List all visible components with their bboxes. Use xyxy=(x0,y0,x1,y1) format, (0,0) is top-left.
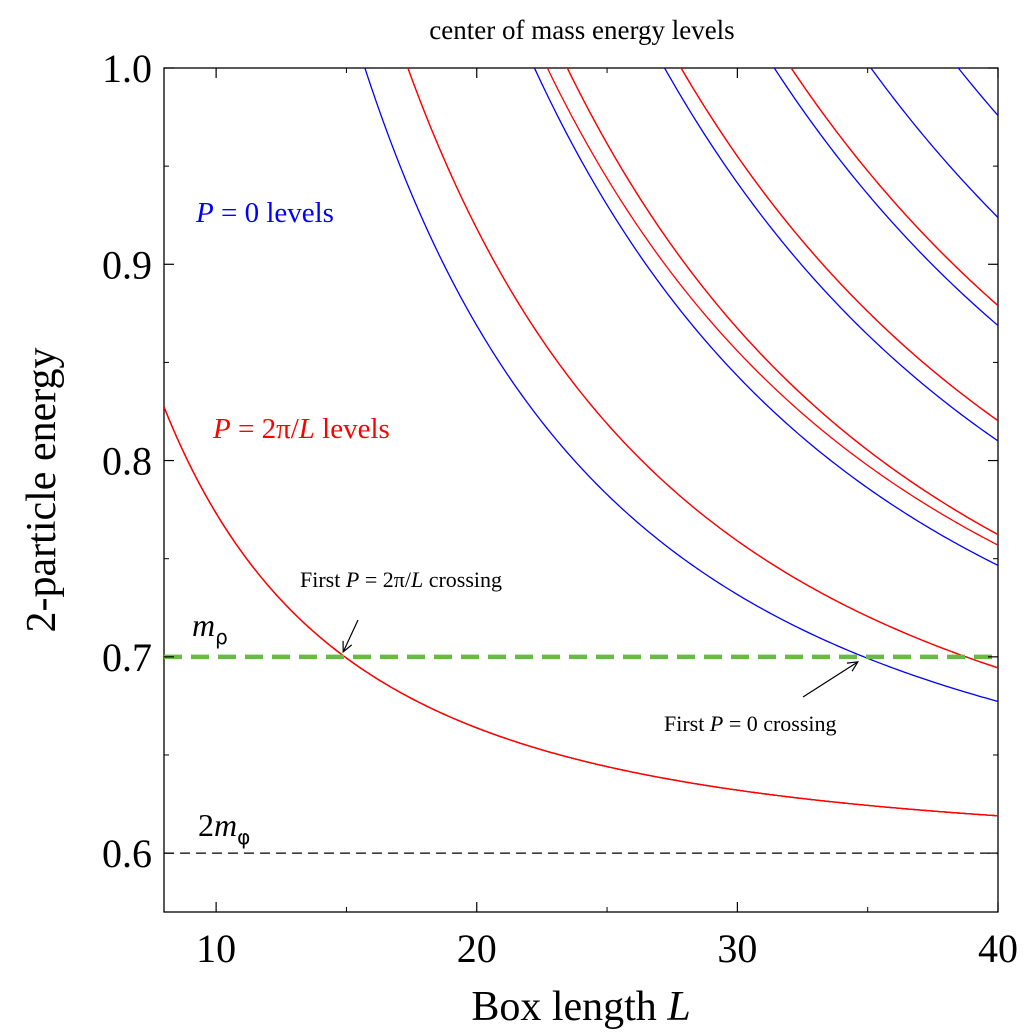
y-tick-label: 0.8 xyxy=(102,439,152,484)
p2pi-level-curve xyxy=(566,68,998,536)
two-m-phi-label: 2mφ xyxy=(198,807,250,849)
p0-level-curve xyxy=(364,68,998,703)
x-axis-label: Box length L xyxy=(471,984,690,1030)
x-tick-label: 20 xyxy=(457,926,497,971)
first-p2pi-crossing-label: First P = 2π/L crossing xyxy=(300,567,502,592)
axis-labels: Box length L 2-particle energy xyxy=(19,348,691,1030)
legend: P = 0 levels P = 2π/L levels xyxy=(195,197,390,445)
plot-frame xyxy=(163,67,999,913)
y-tick-label: 0.6 xyxy=(102,831,152,876)
p2pi-level-curve xyxy=(407,68,998,669)
y-axis-label: 2-particle energy xyxy=(19,348,65,633)
first-p0-crossing-arrow xyxy=(802,661,859,698)
x-tick-label: 30 xyxy=(717,926,757,971)
axis-ticks: 10 20 30 40 0.6 0.7 0.8 0.9 1.0 xyxy=(102,46,1018,971)
p2pi-level-curve xyxy=(790,68,998,307)
p0-level-curve xyxy=(533,68,998,566)
legend-p2pi: P = 2π/L levels xyxy=(212,413,390,445)
energy-level-curves xyxy=(164,68,998,817)
y-tick-label: 1.0 xyxy=(102,46,152,91)
m-rho-label: mρ xyxy=(192,607,228,649)
x-tick-label: 10 xyxy=(196,926,236,971)
first-p2pi-crossing-arrow xyxy=(342,619,359,653)
plot-area xyxy=(163,67,999,913)
y-tick-label: 0.7 xyxy=(102,635,152,680)
y-tick-label: 0.9 xyxy=(102,242,152,287)
p2pi-level-curve xyxy=(164,406,998,817)
p2pi-level-curve xyxy=(790,68,998,307)
chart-title: center of mass energy levels xyxy=(429,15,734,45)
legend-p0: P = 0 levels xyxy=(195,197,334,229)
p2pi-level-curve xyxy=(680,68,998,422)
annotations: First P = 2π/L crossing First P = 0 cross… xyxy=(300,567,860,736)
first-p0-crossing-arrow-head xyxy=(846,661,860,672)
x-tick-label: 40 xyxy=(978,926,1018,971)
p2pi-level-curve xyxy=(546,68,998,546)
first-p0-crossing-label: First P = 0 crossing xyxy=(664,711,837,736)
reference-lines: mρ 2mφ xyxy=(164,607,998,854)
p0-level-curve xyxy=(663,68,998,442)
p2pi-level-curve xyxy=(407,68,998,669)
p0-level-curve xyxy=(773,68,998,327)
first-p2pi-crossing-arrow-head xyxy=(342,640,353,654)
